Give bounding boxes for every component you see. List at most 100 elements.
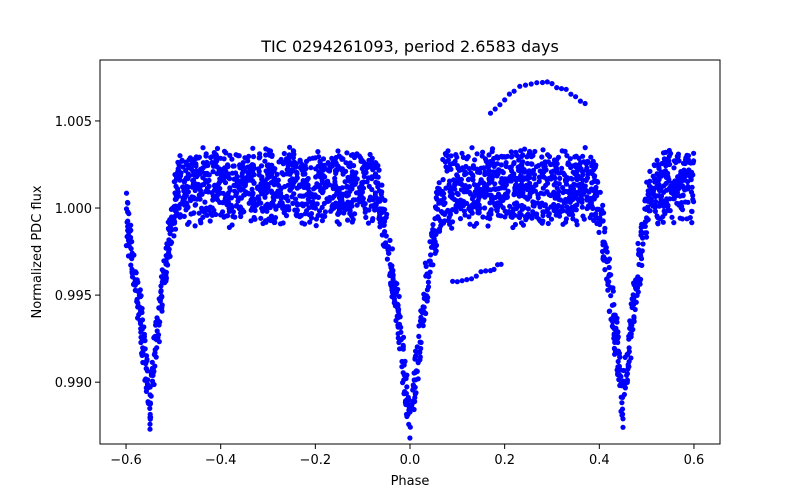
data-point — [566, 190, 572, 196]
data-point — [564, 208, 570, 214]
data-point — [472, 204, 478, 210]
data-point — [594, 193, 600, 199]
data-point — [560, 170, 566, 176]
data-point — [463, 163, 469, 170]
data-point — [678, 205, 684, 211]
data-point — [210, 197, 216, 203]
data-point — [132, 282, 138, 288]
data-point — [335, 148, 341, 154]
data-point — [387, 237, 393, 243]
data-point — [123, 243, 129, 249]
data-point — [446, 166, 452, 172]
data-point — [563, 86, 569, 92]
data-point — [545, 220, 551, 227]
data-point — [304, 177, 310, 184]
data-point — [147, 405, 153, 411]
data-point — [600, 239, 606, 245]
data-point — [241, 192, 247, 198]
data-point — [611, 326, 617, 332]
data-point — [239, 173, 245, 179]
data-point — [571, 181, 577, 187]
data-point — [410, 398, 417, 404]
data-point — [525, 206, 531, 212]
data-point — [195, 155, 202, 161]
data-point — [614, 331, 620, 337]
data-point — [445, 218, 451, 224]
data-point — [201, 209, 208, 215]
data-point — [482, 171, 488, 178]
data-point — [610, 288, 616, 294]
data-point — [582, 187, 588, 193]
data-point — [572, 170, 578, 177]
data-point — [510, 224, 516, 231]
data-point — [294, 171, 300, 177]
data-point — [263, 152, 269, 158]
data-point — [626, 336, 632, 342]
data-point — [226, 224, 232, 230]
data-point — [466, 176, 472, 182]
data-point — [554, 185, 560, 191]
data-point — [167, 231, 173, 237]
data-point — [350, 183, 356, 189]
data-point — [256, 172, 262, 178]
data-point — [265, 171, 271, 177]
data-point — [550, 192, 556, 198]
data-point — [471, 223, 477, 229]
data-point — [354, 202, 360, 208]
data-point — [418, 314, 424, 320]
data-point — [129, 250, 135, 256]
data-point — [639, 262, 645, 268]
data-point — [424, 287, 430, 293]
data-point — [643, 206, 649, 212]
data-point — [299, 182, 305, 188]
data-point — [230, 163, 236, 169]
x-tick-label: −0.6 — [110, 453, 142, 468]
data-point — [382, 229, 388, 235]
data-point — [455, 191, 461, 197]
data-point — [149, 359, 155, 365]
data-point — [270, 166, 276, 173]
data-point — [616, 377, 622, 383]
x-tick-label: −0.4 — [205, 453, 237, 468]
data-point — [452, 182, 458, 188]
data-point — [440, 210, 446, 216]
data-point — [388, 280, 394, 286]
data-point — [416, 349, 422, 355]
data-point — [234, 183, 240, 189]
data-point — [389, 287, 395, 293]
data-point — [339, 195, 345, 201]
data-point — [271, 215, 277, 221]
data-point — [443, 185, 449, 191]
data-point — [470, 163, 476, 169]
data-point — [319, 204, 325, 210]
data-point — [158, 274, 165, 280]
data-point — [667, 196, 673, 202]
data-point — [175, 189, 181, 195]
data-point — [215, 192, 221, 198]
data-point — [315, 194, 322, 200]
data-point — [599, 248, 606, 255]
data-point — [234, 190, 240, 196]
chart-title: TIC 0294261093, period 2.6583 days — [260, 37, 559, 56]
y-axis-label: Normalized PDC flux — [30, 185, 45, 318]
data-point — [532, 148, 538, 155]
data-point — [165, 243, 171, 250]
data-point — [359, 189, 365, 195]
data-point — [299, 193, 305, 199]
data-point — [218, 155, 224, 161]
data-point — [608, 293, 614, 299]
data-point — [670, 186, 676, 192]
data-point — [449, 219, 456, 225]
data-point — [333, 154, 339, 161]
data-point — [258, 181, 264, 187]
data-point — [472, 157, 478, 163]
data-point — [605, 279, 611, 285]
data-point — [154, 328, 160, 334]
data-point — [369, 155, 375, 161]
data-point — [182, 188, 188, 194]
data-point — [519, 153, 525, 160]
data-point — [434, 196, 440, 202]
data-point — [302, 221, 308, 227]
data-point — [536, 174, 543, 180]
data-point — [348, 204, 354, 210]
